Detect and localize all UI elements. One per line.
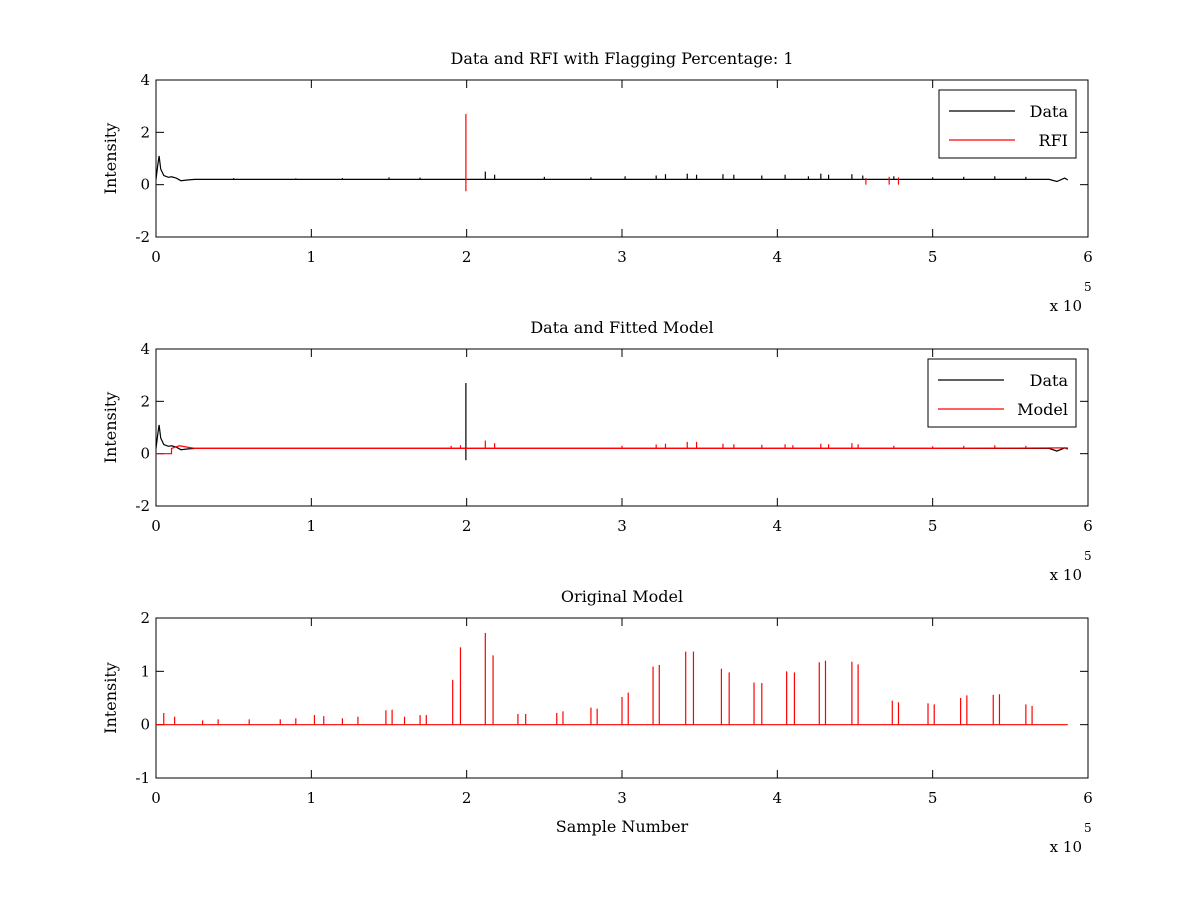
y-tick-label: -2 (135, 228, 150, 246)
legend: Data Model (927, 358, 1077, 428)
y-tick-label: 1 (140, 662, 150, 680)
y-tick-label: 0 (140, 176, 150, 194)
y-axis-label: Intensity (101, 662, 120, 734)
x-tick-label: 1 (307, 789, 317, 807)
x-tick-label: 4 (773, 789, 783, 807)
x-tick-label: 5 (928, 517, 938, 535)
x-tick-label: 6 (1083, 517, 1093, 535)
x-exponent-power: 5 (1084, 280, 1092, 294)
x-tick-label: 6 (1083, 789, 1093, 807)
x-tick-label: 3 (617, 517, 627, 535)
y-tick-label: 4 (140, 340, 150, 358)
x-tick-label: 1 (307, 517, 317, 535)
y-tick-label: 0 (140, 445, 150, 463)
plot-area (155, 79, 1089, 238)
legend-box (927, 358, 1077, 428)
legend-label-rfi: RFI (1039, 131, 1068, 150)
x-tick-label: 4 (773, 517, 783, 535)
y-tick-label: 4 (140, 71, 150, 89)
x-tick-label: 3 (617, 789, 627, 807)
x-exponent-label: x 10 (1050, 566, 1082, 584)
chart-panel-1: Data and RFI with Flagging Percentage: 1… (101, 49, 1093, 315)
y-tick-label: 2 (140, 392, 150, 410)
series-group (156, 632, 1068, 726)
y-tick-label: -2 (135, 497, 150, 515)
x-axis-label: Sample Number (556, 817, 689, 836)
x-tick-label: 0 (151, 517, 161, 535)
x-tick-label: 3 (617, 248, 627, 266)
series-group (156, 114, 1069, 192)
x-tick-label: 2 (462, 789, 472, 807)
x-exponent-label: x 10 (1050, 838, 1082, 856)
legend-label-data: Data (1030, 102, 1069, 121)
y-tick-label: -1 (135, 769, 150, 787)
y-tick-label: 2 (140, 609, 150, 627)
x-tick-label: 0 (151, 248, 161, 266)
x-exponent-power: 5 (1084, 821, 1092, 835)
y-tick-label: 2 (140, 123, 150, 141)
chart-title: Data and Fitted Model (530, 318, 713, 337)
series-line-data (156, 155, 1069, 183)
y-tick-label: 0 (140, 716, 150, 734)
y-axis-label: Intensity (101, 123, 120, 195)
series-line-model (156, 445, 1068, 455)
x-tick-label: 2 (462, 248, 472, 266)
chart-title: Original Model (561, 587, 683, 606)
x-tick-label: 0 (151, 789, 161, 807)
x-tick-label: 4 (773, 248, 783, 266)
x-exponent-label: x 10 (1050, 297, 1082, 315)
x-tick-label: 2 (462, 517, 472, 535)
legend-label-model: Model (1017, 400, 1068, 419)
x-tick-label: 5 (928, 248, 938, 266)
y-axis-label: Intensity (101, 392, 120, 464)
x-exponent-power: 5 (1084, 549, 1092, 563)
legend-box (938, 89, 1077, 159)
legend-label-data: Data (1030, 371, 1069, 390)
x-tick-label: 1 (307, 248, 317, 266)
chart-title: Data and RFI with Flagging Percentage: 1 (450, 49, 793, 68)
x-tick-label: 6 (1083, 248, 1093, 266)
legend: Data RFI (938, 89, 1077, 159)
x-tick-label: 5 (928, 789, 938, 807)
series-group (156, 383, 1069, 461)
